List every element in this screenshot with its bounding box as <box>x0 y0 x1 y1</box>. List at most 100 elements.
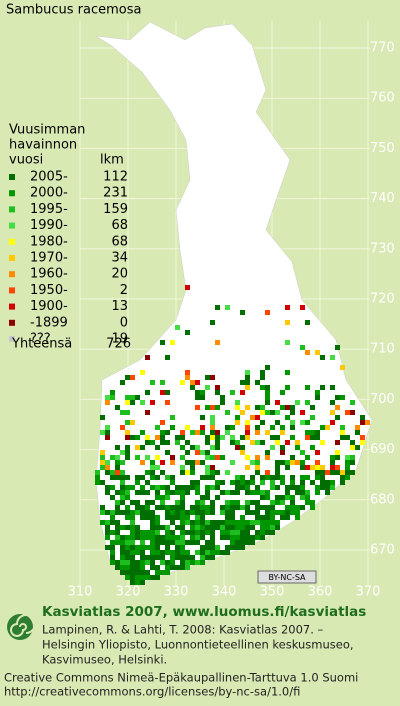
occurrence-square <box>260 370 265 375</box>
occurrence-square <box>125 450 130 455</box>
occurrence-square <box>225 550 230 555</box>
occurrence-square <box>105 460 110 465</box>
occurrence-square <box>315 490 320 495</box>
occurrence-square <box>130 555 135 560</box>
occurrence-square <box>230 505 235 510</box>
occurrence-square <box>205 525 210 530</box>
occurrence-square <box>265 530 270 535</box>
occurrence-square <box>185 490 190 495</box>
occurrence-square <box>165 565 170 570</box>
occurrence-square <box>235 440 240 445</box>
occurrence-square <box>170 505 175 510</box>
occurrence-square <box>295 510 300 515</box>
occurrence-square <box>180 380 185 385</box>
occurrence-square <box>255 380 260 385</box>
occurrence-square <box>155 505 160 510</box>
occurrence-square <box>305 435 310 440</box>
occurrence-square <box>225 535 230 540</box>
occurrence-square <box>250 480 255 485</box>
occurrence-square <box>210 550 215 555</box>
occurrence-square <box>195 515 200 520</box>
occurrence-square <box>330 355 335 360</box>
brand: Kasviatlas 2007, www.luomus.fi/kasviatla… <box>42 604 366 620</box>
occurrence-square <box>145 410 150 415</box>
occurrence-square <box>175 505 180 510</box>
occurrence-square <box>175 485 180 490</box>
occurrence-square <box>200 430 205 435</box>
occurrence-square <box>110 540 115 545</box>
occurrence-square <box>295 460 300 465</box>
occurrence-square <box>340 475 345 480</box>
occurrence-square <box>170 490 175 495</box>
occurrence-square <box>145 355 150 360</box>
occurrence-square <box>270 425 275 430</box>
occurrence-square <box>245 425 250 430</box>
occurrence-square <box>170 535 175 540</box>
occurrence-square <box>180 535 185 540</box>
occurrence-square <box>245 500 250 505</box>
occurrence-square <box>215 470 220 475</box>
occurrence-square <box>240 445 245 450</box>
occurrence-square <box>185 520 190 525</box>
occurrence-square <box>360 435 365 440</box>
occurrence-square <box>210 555 215 560</box>
legend-swatch <box>9 222 15 229</box>
occurrence-square <box>255 455 260 460</box>
occurrence-square <box>240 535 245 540</box>
occurrence-square <box>145 530 150 535</box>
occurrence-square <box>170 560 175 565</box>
occurrence-square <box>195 560 200 565</box>
occurrence-square <box>180 540 185 545</box>
occurrence-square <box>100 520 105 525</box>
occurrence-square <box>155 555 160 560</box>
occurrence-square <box>155 545 160 550</box>
occurrence-square <box>210 530 215 535</box>
occurrence-square <box>180 530 185 535</box>
y-tick-label: 670 <box>370 543 395 558</box>
occurrence-square <box>360 440 365 445</box>
occurrence-square <box>235 405 240 410</box>
occurrence-square <box>245 385 250 390</box>
occurrence-square <box>150 460 155 465</box>
occurrence-square <box>255 520 260 525</box>
occurrence-square <box>150 550 155 555</box>
occurrence-square <box>165 535 170 540</box>
occurrence-square <box>115 475 120 480</box>
occurrence-square <box>325 490 330 495</box>
occurrence-square <box>325 425 330 430</box>
occurrence-square <box>150 565 155 570</box>
occurrence-square <box>255 470 260 475</box>
occurrence-square <box>320 440 325 445</box>
occurrence-square <box>135 490 140 495</box>
occurrence-square <box>300 450 305 455</box>
occurrence-square <box>190 465 195 470</box>
occurrence-square <box>215 340 220 345</box>
legend-label: 2005- <box>30 170 68 185</box>
occurrence-square <box>255 465 260 470</box>
occurrence-square <box>305 385 310 390</box>
occurrence-square <box>350 410 355 415</box>
occurrence-square <box>135 435 140 440</box>
legend-total: 726 <box>106 337 131 352</box>
occurrence-square <box>170 565 175 570</box>
occurrence-square <box>125 455 130 460</box>
occurrence-square <box>215 305 220 310</box>
occurrence-square <box>195 405 200 410</box>
occurrence-square <box>110 530 115 535</box>
occurrence-square <box>325 485 330 490</box>
occurrence-square <box>100 480 105 485</box>
occurrence-square <box>265 400 270 405</box>
occurrence-square <box>305 430 310 435</box>
occurrence-square <box>165 485 170 490</box>
occurrence-square <box>295 490 300 495</box>
legend-label: 2000- <box>30 186 68 201</box>
occurrence-square <box>330 400 335 405</box>
occurrence-square <box>250 440 255 445</box>
occurrence-square <box>140 570 145 575</box>
occurrence-square <box>285 465 290 470</box>
occurrence-square <box>150 475 155 480</box>
occurrence-square <box>225 510 230 515</box>
occurrence-square <box>290 510 295 515</box>
occurrence-square <box>160 535 165 540</box>
